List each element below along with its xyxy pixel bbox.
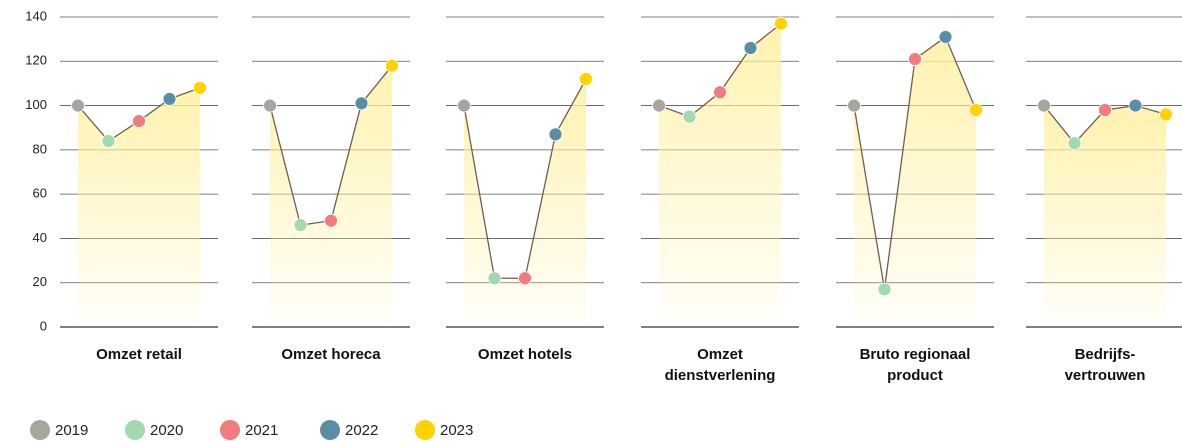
panel-title: Omzet horeca [281, 346, 381, 363]
panel-title: Omzet hotels [477, 346, 573, 363]
legend-label: 2021 [245, 422, 278, 439]
data-point [1128, 98, 1143, 113]
data-point [1067, 136, 1082, 151]
area [1044, 105, 1166, 327]
data-point [938, 30, 953, 44]
legend-swatch [220, 420, 240, 440]
legend-swatch [30, 420, 50, 440]
legend-label: 2023 [440, 422, 473, 439]
data-point [162, 92, 177, 106]
y-tick-label: 0 [40, 318, 47, 333]
data-point [682, 109, 697, 124]
data-point [487, 271, 502, 286]
data-point [743, 41, 758, 55]
legend-swatch [125, 420, 145, 440]
data-point [71, 98, 85, 113]
area [659, 23, 781, 328]
data-point [457, 98, 471, 113]
data-point [132, 114, 146, 128]
area [854, 36, 976, 328]
y-tick-label: 60 [33, 186, 47, 201]
data-point [774, 16, 788, 31]
data-point [354, 96, 369, 111]
data-point [385, 58, 399, 73]
legend-label: 2020 [150, 422, 183, 439]
legend-label: 2019 [55, 422, 88, 439]
area [464, 79, 586, 327]
panel-title: Omzet dienstverlening [664, 346, 776, 384]
data-point [518, 271, 532, 286]
data-point [193, 80, 207, 95]
data-point [847, 98, 861, 113]
data-point [548, 127, 563, 142]
data-point [324, 213, 338, 228]
area [270, 65, 392, 327]
data-point [1098, 103, 1112, 117]
data-point [101, 134, 116, 148]
data-point [263, 98, 277, 113]
panel-title: Bruto regionaal product [859, 346, 971, 384]
data-point [908, 52, 922, 66]
data-point [969, 103, 983, 117]
panel-title: Bedrijfs-vertrouwen [1064, 346, 1146, 384]
y-tick-label: 100 [25, 97, 47, 112]
data-point [652, 98, 666, 113]
y-tick-label: 40 [33, 230, 47, 245]
data-point [293, 218, 308, 233]
data-point [579, 72, 593, 86]
legend-label: 2022 [345, 422, 378, 439]
y-tick-label: 20 [33, 274, 47, 289]
data-point [877, 282, 892, 297]
data-point [1037, 98, 1051, 113]
data-point [713, 85, 727, 100]
y-tick-label: 140 [25, 8, 47, 23]
data-point [1159, 107, 1173, 122]
y-tick-label: 80 [33, 141, 47, 156]
panel-title: Omzet retail [96, 346, 182, 363]
y-tick-label: 120 [25, 53, 47, 68]
legend-swatch [320, 420, 340, 440]
legend-swatch [415, 420, 435, 440]
